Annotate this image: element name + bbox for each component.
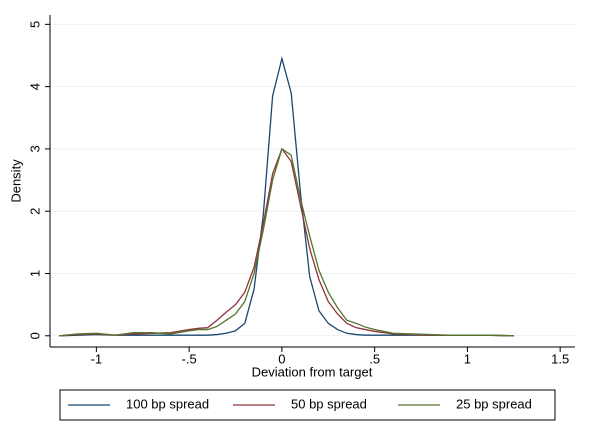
x-tick-label: .5 xyxy=(369,351,380,366)
y-tick-label: 2 xyxy=(27,208,42,215)
y-tick-label: 5 xyxy=(27,21,42,28)
x-axis-title: Deviation from target xyxy=(252,364,373,379)
x-tick-label: 1.5 xyxy=(551,351,569,366)
series-line xyxy=(59,147,514,337)
x-tick-label: -.5 xyxy=(182,351,197,366)
y-axis-title: Density xyxy=(8,159,23,203)
y-tick-label: 1 xyxy=(27,270,42,277)
series-line xyxy=(59,147,514,337)
x-tick-label: 1 xyxy=(464,351,471,366)
y-tick-label: 0 xyxy=(27,332,42,339)
y-tick-label: 3 xyxy=(27,145,42,152)
legend-label: 100 bp spread xyxy=(126,396,209,411)
x-tick-label: 0 xyxy=(278,351,285,366)
legend-label: 50 bp spread xyxy=(291,396,367,411)
legend-box xyxy=(59,389,556,421)
x-tick-label: -1 xyxy=(91,351,103,366)
series-line xyxy=(59,56,514,337)
legend-label: 25 bp spread xyxy=(456,396,532,411)
y-tick-label: 4 xyxy=(27,83,42,90)
